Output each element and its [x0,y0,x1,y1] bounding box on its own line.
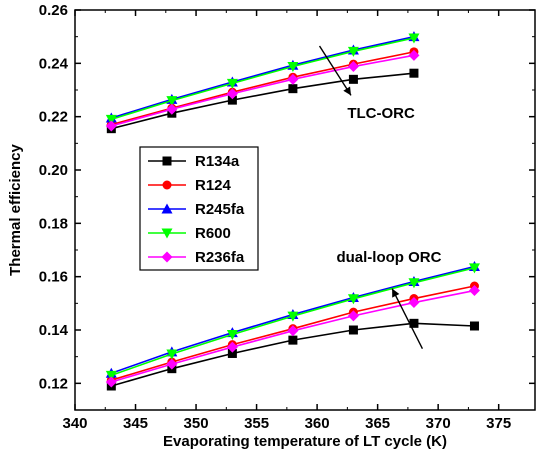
legend: R134a R124 R245fa R600 R236fa [139,146,259,271]
data-point-r600 [408,278,420,289]
data-point-r236fa [226,341,238,353]
x-axis-title: Evaporating temperature of LT cycle (K) [163,433,447,450]
legend-label-r236fa: R236fa [195,249,245,266]
y-tick-label: 0.16 [39,269,68,286]
legend-marker-r134a [162,156,172,166]
legend-marker-r236fa [161,251,173,263]
data-point-r236fa [287,73,299,85]
x-tick-label: 365 [365,415,390,432]
legend-label-r245fa: R245fa [195,201,245,218]
data-point-r134a [227,95,237,105]
series-line-r124 [111,51,415,126]
tlc-orc-arrow [318,45,352,96]
y-tick-label: 0.24 [39,55,69,72]
plot-area: 340 345 350 355 360 365 370 375 0.12 0.14 0.16 0.18… [39,2,536,432]
data-point-r236fa [408,49,420,61]
legend-marker-r124 [162,180,172,190]
data-point-r134a [288,335,298,345]
data-point-r134a [288,84,298,94]
data-point-r134a [409,318,419,328]
tlc-orc-label: TLC-ORC [347,105,415,122]
series-layer [105,31,480,391]
data-point-r236fa [347,310,359,322]
data-point-r236fa [226,88,238,100]
series-line-r600 [111,37,415,121]
series-group-dual-loop-orc [105,261,480,391]
dual-loop-orc-arrow [391,288,424,349]
data-point-r600 [226,78,238,89]
y-tick-label: 0.22 [39,109,68,126]
data-point-r600 [105,114,117,125]
x-tick-label: 340 [62,415,87,432]
dual-loop-orc-arrowhead [392,288,400,298]
data-point-r134a [348,74,358,84]
data-point-r236fa [347,61,359,73]
data-point-r134a [409,68,419,78]
x-tick-label: 360 [305,415,330,432]
y-axis-title: Thermal efficiency [7,143,24,275]
y-tick-label: 0.18 [39,215,68,232]
data-point-r236fa [287,325,299,337]
data-point-r600 [166,349,178,360]
data-point-r600 [287,311,299,322]
data-point-r600 [105,370,117,381]
data-point-r236fa [166,103,178,115]
data-point-r600 [287,62,299,73]
data-point-r236fa [468,285,480,297]
data-point-r236fa [105,376,117,388]
legend-label-r600: R600 [195,225,231,242]
legend-label-r134a: R134a [195,153,240,170]
x-tick-label: 350 [184,415,209,432]
data-point-r236fa [166,358,178,370]
y-tick-label: 0.12 [39,375,68,392]
data-point-r600 [347,46,359,57]
data-point-r236fa [105,120,117,132]
x-tick-label: 375 [486,415,511,432]
data-point-r134a [227,348,237,358]
series-line-r245fa [111,35,415,119]
legend-marker-r600 [161,228,173,239]
data-point-r236fa [408,297,420,309]
legend-label-r124: R124 [195,177,232,194]
data-point-r600 [408,33,420,44]
series-line-r134a [111,72,415,130]
annotation-layer: TLC-ORC dual-loop ORC [318,45,442,349]
series-line-r236fa [111,54,415,127]
data-point-r134a [469,321,479,331]
x-tick-label: 355 [244,415,269,432]
x-tick-label: 345 [123,415,148,432]
data-point-r600 [166,96,178,107]
y-tick-label: 0.20 [39,162,68,179]
y-tick-label: 0.14 [39,322,69,339]
y-tick-label: 0.26 [39,2,68,19]
tlc-orc-arrowhead [343,86,351,96]
data-point-r600 [347,294,359,305]
dual-loop-orc-label: dual-loop ORC [336,249,441,266]
data-point-r134a [348,325,358,335]
x-tick-label: 370 [426,415,451,432]
series-group-tlc-orc [105,31,420,134]
data-point-r600 [226,330,238,341]
legend-marker-r245fa [161,203,173,214]
plot-frame [74,9,536,411]
data-point-r600 [468,263,480,274]
